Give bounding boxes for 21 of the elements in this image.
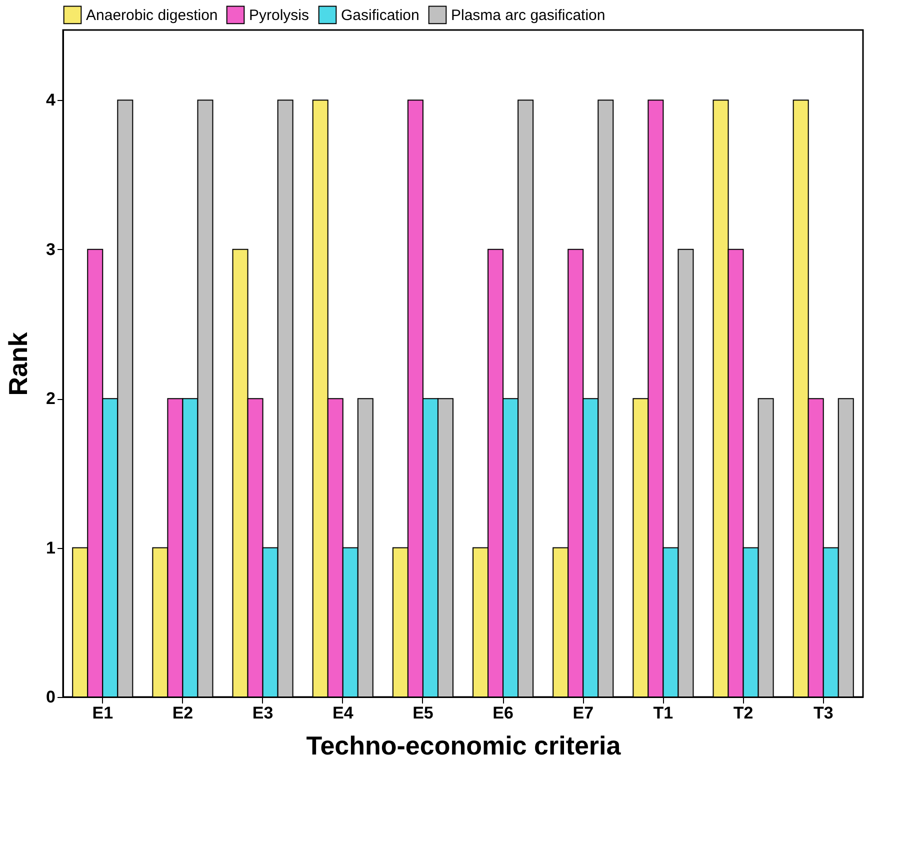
legend-label: Gasification xyxy=(341,6,420,24)
y-tick-label: 0 xyxy=(46,688,56,706)
x-tick-label: E2 xyxy=(172,704,194,722)
x-tick-label: T1 xyxy=(653,704,674,722)
y-tick-label: 1 xyxy=(46,538,56,558)
legend-label: Pyrolysis xyxy=(249,6,310,24)
x-tick-label: T2 xyxy=(733,704,754,722)
x-tick-label: E6 xyxy=(492,704,514,722)
y-tick-label: 4 xyxy=(46,90,56,110)
y-axis-title: Rank xyxy=(3,332,34,396)
legend-label: Anaerobic digestion xyxy=(86,6,218,24)
x-tick-label: E1 xyxy=(92,704,114,722)
x-tick-label: E5 xyxy=(412,704,434,722)
x-tick-label: T3 xyxy=(813,704,834,722)
legend-label: Plasma arc gasification xyxy=(451,6,606,24)
x-tick-label: E7 xyxy=(572,704,594,722)
x-tick-label: E4 xyxy=(332,704,354,722)
x-axis-title: Techno-economic criteria xyxy=(306,730,622,760)
y-tick-label: 2 xyxy=(46,389,56,408)
y-tick-label: 3 xyxy=(46,240,56,259)
x-tick-label: E3 xyxy=(252,704,274,722)
